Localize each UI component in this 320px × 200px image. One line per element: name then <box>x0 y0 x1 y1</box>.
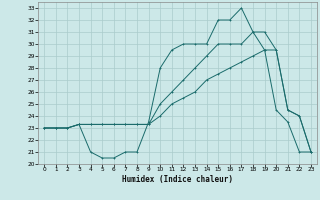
X-axis label: Humidex (Indice chaleur): Humidex (Indice chaleur) <box>122 175 233 184</box>
